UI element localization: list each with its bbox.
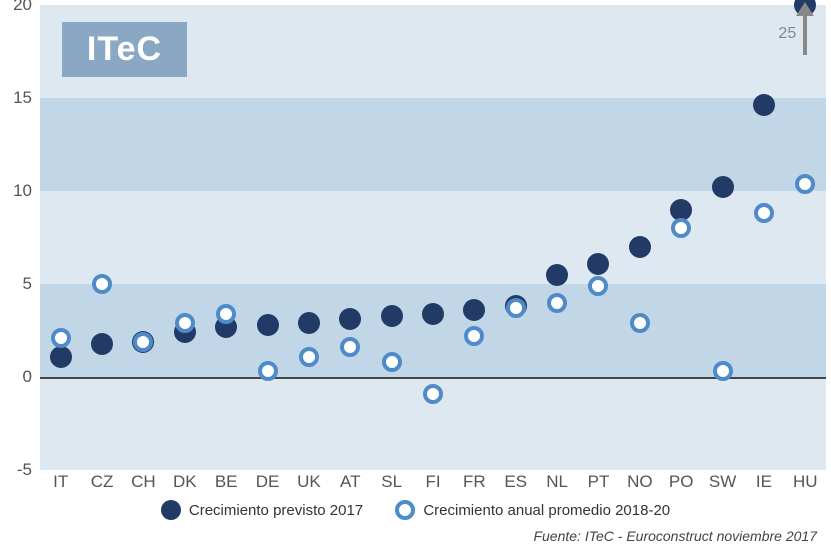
- x-tick-label: UK: [297, 472, 321, 492]
- x-tick-label: AT: [340, 472, 360, 492]
- data-point-series2: [547, 293, 567, 313]
- y-tick-label: 15: [0, 88, 38, 108]
- x-tick-label: IE: [756, 472, 772, 492]
- x-tick-label: FR: [463, 472, 486, 492]
- data-point-series1: [50, 346, 72, 368]
- data-point-series2: [92, 274, 112, 294]
- data-point-series1: [712, 176, 734, 198]
- data-point-series1: [587, 253, 609, 275]
- data-point-series1: [422, 303, 444, 325]
- data-point-series2: [506, 298, 526, 318]
- legend-item-series2: Crecimiento anual promedio 2018-20: [395, 500, 670, 520]
- data-point-series1: [339, 308, 361, 330]
- x-tick-label: PO: [669, 472, 694, 492]
- data-point-series2: [258, 361, 278, 381]
- chart-source: Fuente: ITeC - Euroconstruct noviembre 2…: [533, 528, 817, 544]
- x-tick-label: SW: [709, 472, 736, 492]
- grid-band: [40, 191, 826, 284]
- y-tick-label: -5: [0, 460, 38, 480]
- data-point-series2: [671, 218, 691, 238]
- overflow-arrow-stem: [803, 15, 807, 55]
- y-tick-label: 0: [0, 367, 38, 387]
- data-point-series2: [216, 304, 236, 324]
- x-tick-label: DE: [256, 472, 280, 492]
- legend-label: Crecimiento anual promedio 2018-20: [423, 502, 670, 519]
- data-point-series1: [753, 94, 775, 116]
- legend-marker-open: [395, 500, 415, 520]
- data-point-series2: [51, 328, 71, 348]
- data-point-series1: [381, 305, 403, 327]
- data-point-series1: [629, 236, 651, 258]
- x-tick-label: NO: [627, 472, 653, 492]
- x-tick-label: CZ: [91, 472, 114, 492]
- x-tick-label: CH: [131, 472, 156, 492]
- itec-logo: ITeC: [62, 22, 187, 77]
- x-tick-label: FI: [425, 472, 440, 492]
- data-point-series2: [795, 174, 815, 194]
- grid-band: [40, 98, 826, 191]
- data-point-series2: [630, 313, 650, 333]
- data-point-series2: [299, 347, 319, 367]
- data-point-series1: [546, 264, 568, 286]
- x-tick-label: SL: [381, 472, 402, 492]
- data-point-series2: [464, 326, 484, 346]
- y-tick-label: 10: [0, 181, 38, 201]
- data-point-series2: [754, 203, 774, 223]
- x-tick-label: PT: [588, 472, 610, 492]
- y-tick-label: 5: [0, 274, 38, 294]
- data-point-series1: [463, 299, 485, 321]
- chart-legend: Crecimiento previsto 2017 Crecimiento an…: [0, 500, 831, 524]
- data-point-series2: [340, 337, 360, 357]
- zero-axis-line: [40, 377, 826, 379]
- x-tick-label: IT: [53, 472, 68, 492]
- data-point-series2: [382, 352, 402, 372]
- grid-band: [40, 284, 826, 377]
- data-point-series2: [423, 384, 443, 404]
- data-point-series1: [91, 333, 113, 355]
- x-tick-label: DK: [173, 472, 197, 492]
- x-tick-label: NL: [546, 472, 568, 492]
- x-tick-label: HU: [793, 472, 818, 492]
- data-point-series1: [298, 312, 320, 334]
- overflow-arrow-icon: [796, 2, 814, 16]
- data-point-series2: [175, 313, 195, 333]
- y-tick-label: 20: [0, 0, 38, 15]
- x-tick-label: ES: [504, 472, 527, 492]
- x-axis-labels: IT CZ CH DK BE DE UK AT SL FI FR ES NL PT NO PO SW IE HU: [40, 472, 826, 496]
- data-point-series2: [588, 276, 608, 296]
- legend-label: Crecimiento previsto 2017: [189, 502, 363, 519]
- data-point-series2: [133, 332, 153, 352]
- legend-marker-solid: [161, 500, 181, 520]
- x-tick-label: BE: [215, 472, 238, 492]
- legend-item-series1: Crecimiento previsto 2017: [161, 500, 363, 520]
- data-point-series2: [713, 361, 733, 381]
- overflow-value-label: 25: [778, 25, 796, 43]
- data-point-series1: [257, 314, 279, 336]
